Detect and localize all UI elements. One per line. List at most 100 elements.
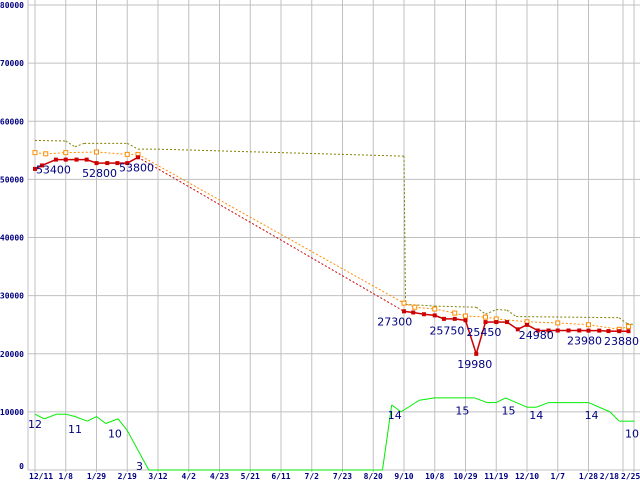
- price-point: [535, 328, 540, 333]
- x-tick-label: 2/25: [621, 472, 640, 480]
- volume-segment: [44, 413, 57, 420]
- max-segment: [485, 309, 497, 315]
- average-point: [124, 151, 130, 157]
- max-segment: [626, 323, 635, 326]
- average-point: [412, 304, 418, 310]
- price-point: [566, 328, 571, 333]
- volume-data-label: 10: [625, 428, 639, 441]
- price-point: [74, 157, 79, 162]
- volume-segment: [126, 430, 150, 471]
- average-segment: [434, 308, 455, 314]
- average-segment: [137, 153, 405, 304]
- x-tick-label: 10/29: [453, 472, 477, 480]
- price-point: [432, 313, 437, 318]
- volume-data-label: 14: [529, 409, 543, 422]
- price-point: [606, 329, 611, 334]
- average-segment: [65, 151, 97, 154]
- x-tick-label: 2/19: [118, 472, 137, 480]
- x-tick-label: 10/8: [425, 472, 444, 480]
- price-point: [53, 157, 58, 162]
- y-tick-label: 40000: [0, 234, 24, 243]
- volume-data-label: 14: [585, 409, 599, 422]
- volume-segment: [34, 413, 45, 420]
- price-point: [421, 312, 426, 317]
- y-tick-label: 50000: [0, 175, 24, 184]
- max-segment: [34, 139, 66, 142]
- price-point: [452, 316, 457, 321]
- price-point: [586, 328, 591, 333]
- x-tick-label: 12/10: [515, 472, 539, 480]
- volume-segment: [536, 402, 549, 408]
- price-point: [617, 329, 622, 334]
- average-point: [625, 323, 631, 329]
- max-segment: [475, 306, 486, 315]
- price-point: [40, 163, 45, 168]
- price-point: [546, 328, 551, 333]
- volume-segment: [74, 416, 88, 422]
- price-point: [597, 328, 602, 333]
- average-segment: [414, 306, 435, 310]
- volume-segment: [505, 397, 528, 408]
- price-point: [136, 155, 141, 160]
- average-point: [63, 150, 69, 156]
- volume-segment: [117, 418, 128, 431]
- average-point: [555, 320, 561, 326]
- price-segment: [137, 156, 405, 312]
- price-point: [525, 322, 529, 327]
- y-tick-label: 0: [19, 462, 24, 471]
- volume-segment: [496, 397, 506, 404]
- price-data-label: 23980: [567, 335, 602, 348]
- price-point: [84, 157, 89, 162]
- average-point: [401, 300, 407, 306]
- volume-data-label: 12: [28, 418, 42, 431]
- price-data-label: 25450: [466, 326, 501, 339]
- x-tick-label: 2/18: [600, 472, 619, 480]
- price-point: [555, 328, 560, 333]
- max-segment: [618, 317, 628, 324]
- volume-data-label: 3: [136, 460, 143, 473]
- x-tick-label: 1/8: [59, 472, 74, 480]
- x-tick-label: 8/20: [364, 472, 383, 480]
- x-tick-label: 4/2: [182, 472, 197, 480]
- volume-segment: [474, 397, 488, 404]
- max-segment: [434, 305, 477, 308]
- volume-data-label: 11: [68, 423, 82, 436]
- volume-segment: [609, 411, 620, 422]
- price-point: [63, 157, 68, 162]
- max-segment: [74, 142, 85, 148]
- average-segment: [465, 315, 486, 318]
- price-point: [483, 320, 488, 325]
- average-point: [463, 313, 468, 319]
- y-tick-label: 10000: [0, 408, 24, 417]
- price-point: [94, 161, 99, 166]
- price-data-label: 53800: [119, 161, 154, 174]
- volume-data-label: 15: [455, 404, 469, 417]
- price-point: [463, 318, 468, 323]
- x-tick-label: 12/11: [29, 472, 53, 480]
- average-point: [94, 149, 99, 155]
- y-tick-label: 30000: [0, 292, 24, 301]
- x-tick-label: 3/12: [148, 472, 167, 480]
- x-tick-label: 1/29: [87, 472, 106, 480]
- price-point: [411, 310, 416, 315]
- price-point: [33, 166, 37, 171]
- x-tick-label: 7/2: [305, 472, 320, 480]
- volume-segment: [419, 397, 435, 401]
- volume-segment: [87, 416, 97, 422]
- volume-data-label: 14: [388, 409, 402, 422]
- max-segment: [65, 140, 76, 148]
- volume-data-label: 15: [502, 404, 516, 417]
- average-point: [482, 314, 488, 320]
- price-data-label: 53400: [36, 164, 71, 177]
- volume-segment: [588, 402, 611, 413]
- average-point: [32, 150, 38, 156]
- average-point: [452, 310, 458, 316]
- price-data-label: 27300: [377, 315, 412, 328]
- x-tick-label: 7/23: [333, 472, 352, 480]
- price-point: [105, 161, 110, 166]
- price-segment: [475, 321, 487, 355]
- price-data-label: 24980: [519, 329, 554, 342]
- x-tick-label: 1/28: [579, 472, 598, 480]
- x-tick-label: 9/10: [394, 472, 413, 480]
- average-segment: [496, 318, 528, 323]
